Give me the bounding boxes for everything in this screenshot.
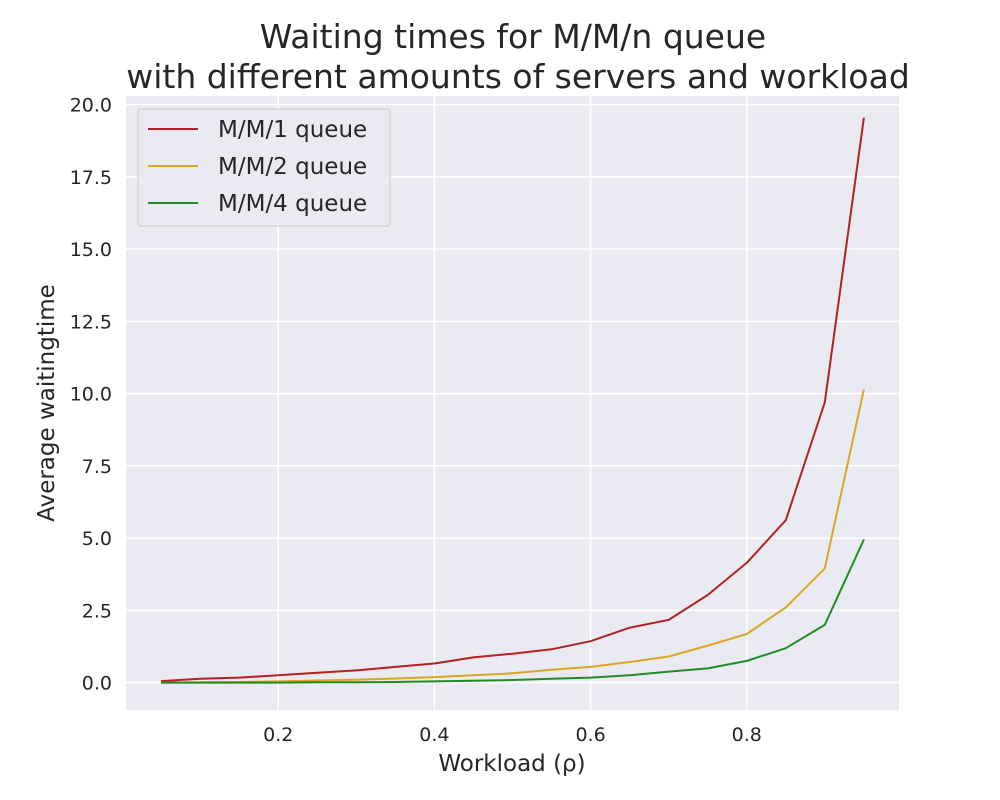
y-tick-label: 20.0 [70, 95, 112, 117]
series-line-mm1 [161, 117, 865, 683]
y-tick-label: 2.5 [82, 600, 112, 622]
x-tick-label: 0.4 [419, 724, 449, 746]
y-axis-label: Average waitingtime [34, 284, 60, 522]
legend-label-mm4: M/M/4 queue [218, 191, 367, 217]
y-tick-label: 10.0 [70, 384, 112, 406]
series-line-mm2 [161, 389, 865, 684]
grid-lines [126, 96, 899, 710]
y-tick-label: 0.0 [82, 673, 112, 695]
series-lines [161, 117, 865, 684]
series-line-mm4 [161, 539, 865, 684]
x-tick-label: 0.6 [575, 724, 605, 746]
chart-title-line-2: with different amounts of servers and wo… [126, 57, 910, 96]
y-tick-label: 5.0 [82, 528, 112, 550]
legend-label-mm1: M/M/1 queue [218, 117, 367, 143]
y-tick-label: 17.5 [70, 167, 112, 189]
x-tick-label: 0.2 [263, 724, 293, 746]
chart-title-line-1: Waiting times for M/M/n queue [260, 17, 766, 56]
x-tick-label: 0.8 [732, 724, 762, 746]
y-tick-label: 12.5 [70, 311, 112, 333]
legend: M/M/1 queue M/M/2 queue M/M/4 queue [137, 108, 391, 227]
y-tick-label: 15.0 [70, 239, 112, 261]
legend-label-mm2: M/M/2 queue [218, 154, 367, 180]
y-tick-label: 7.5 [82, 456, 112, 478]
x-axis-label: Workload (ρ) [438, 751, 585, 777]
legend-box [137, 108, 391, 227]
tick-labels: 0.2 0.4 0.6 0.8 0.0 2.5 5.0 7.5 10.0 12.5 15.0 17.5… [70, 95, 762, 746]
